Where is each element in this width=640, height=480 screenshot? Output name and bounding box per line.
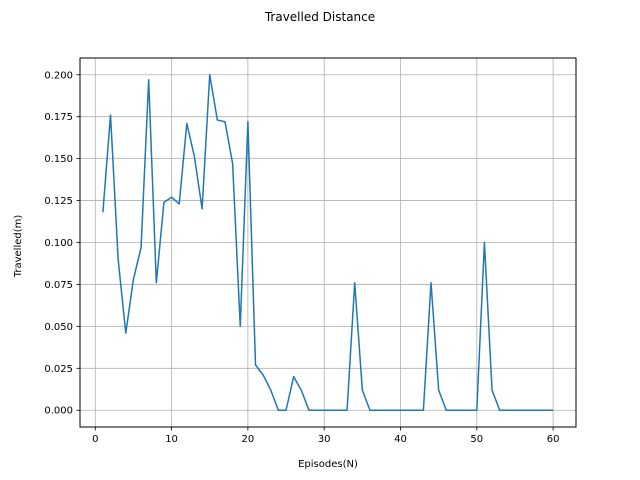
y-tick-label: 0.025 (44, 364, 73, 375)
y-tick-label: 0.075 (44, 280, 73, 291)
y-tick-label: 0.150 (44, 154, 73, 165)
x-tick-label: 60 (547, 434, 560, 445)
y-tick-label: 0.125 (44, 196, 73, 207)
series-layer (102, 74, 554, 411)
series-line (102, 74, 554, 411)
y-tick-label: 0.200 (44, 70, 73, 81)
x-tick-label: 50 (470, 434, 483, 445)
chart-title: Travelled Distance (264, 10, 375, 24)
y-tick-label: 0.100 (44, 238, 73, 249)
x-tick-label: 30 (318, 434, 331, 445)
y-tick-label: 0.000 (44, 406, 73, 417)
axis-ticks: 0 10 20 30 40 50 60 0.000 0.025 0.050 0.075 0.100 0.… (44, 70, 559, 445)
y-axis-label: Travelled(m) (13, 215, 24, 279)
grid (80, 58, 576, 427)
x-axis-label: Episodes(N) (298, 459, 358, 470)
x-tick-label: 0 (92, 434, 98, 445)
y-tick-label: 0.050 (44, 322, 73, 333)
x-tick-label: 40 (394, 434, 407, 445)
x-tick-label: 10 (165, 434, 178, 445)
x-tick-label: 20 (242, 434, 255, 445)
y-tick-label: 0.175 (44, 112, 73, 123)
